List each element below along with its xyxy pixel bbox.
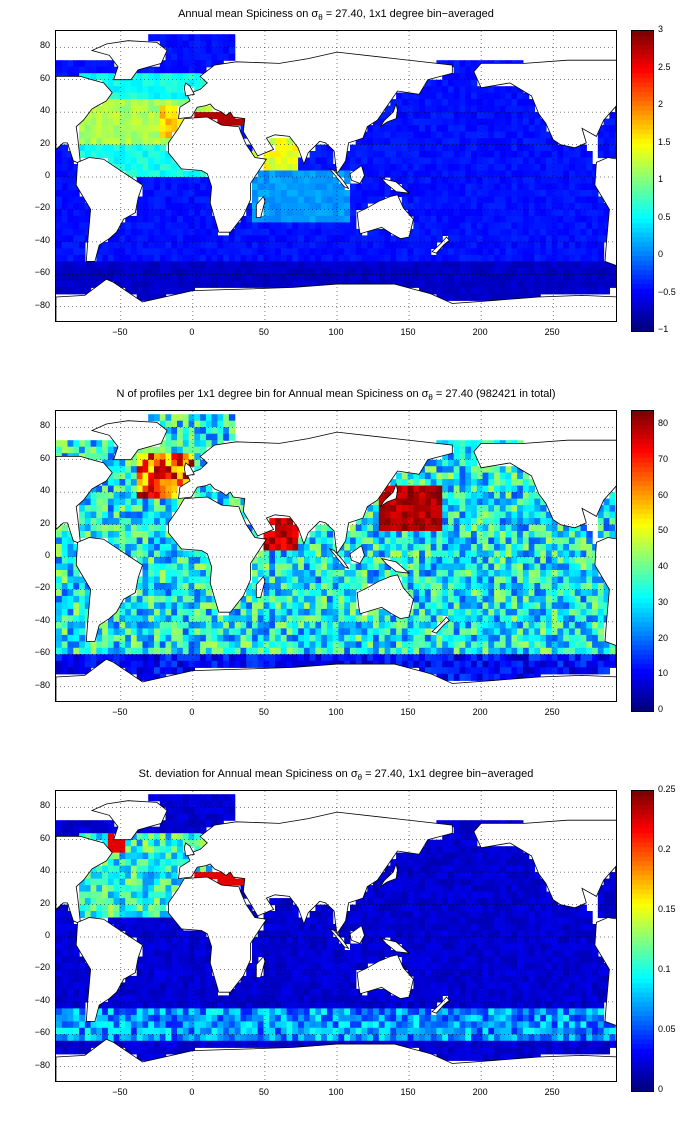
map-plot: [55, 410, 617, 702]
x-tick-label: 200: [472, 707, 488, 717]
colorbar-tick-label: 0.5: [658, 211, 671, 222]
y-tick-label: −60: [34, 267, 50, 278]
world-map: [56, 31, 616, 321]
ocean-field: [56, 794, 616, 1061]
y-tick-label: −20: [34, 962, 50, 973]
ocean-field: [56, 34, 616, 301]
colorbar-tick-label: 0.05: [658, 1024, 676, 1034]
colorbar-tick-label: 0: [658, 1084, 664, 1094]
y-tick-label: −40: [34, 994, 50, 1005]
colorbar-tick-label: 10: [658, 668, 669, 679]
world-map: [56, 791, 616, 1081]
y-tick-label: 80: [39, 800, 50, 811]
x-tick-label: 150: [400, 1087, 416, 1097]
x-tick-label: 250: [544, 1087, 560, 1097]
x-tick-label: −50: [112, 327, 128, 337]
x-tick-label: 100: [328, 1087, 344, 1097]
x-tick-label: 50: [258, 327, 269, 337]
colorbar: [631, 410, 654, 712]
y-tick-label: 60: [39, 452, 50, 463]
grid-lines: [56, 411, 616, 701]
x-tick-label: 250: [544, 707, 560, 717]
panel-title: St. deviation for Annual mean Spiciness …: [138, 768, 534, 783]
x-tick-label: 100: [328, 707, 344, 717]
colorbar-tick-label: −0.5: [658, 286, 676, 297]
x-tick-label: 250: [544, 327, 560, 337]
y-tick-label: −80: [34, 299, 50, 310]
profile-count-panel: N of profiles per 1x1 degree bin for Ann…: [0, 380, 696, 760]
colorbar-tick-label: 0: [658, 249, 664, 259]
ocean-field: [56, 414, 616, 681]
x-tick-label: −50: [112, 707, 128, 717]
colorbar-tick-label: 0: [658, 704, 664, 714]
colorbar-tick-label: 0.15: [658, 904, 676, 914]
colorbar-gradient: [632, 791, 653, 1092]
colorbar-tick-label: 70: [658, 454, 669, 464]
y-tick-label: −80: [34, 1059, 50, 1070]
grid-lines: [56, 31, 616, 321]
y-tick-label: −20: [34, 202, 50, 213]
y-tick-label: 40: [39, 105, 50, 116]
grid-lines: [56, 791, 616, 1081]
colorbar-tick-label: 3: [658, 24, 664, 34]
map-plot: [55, 30, 617, 322]
y-tick-label: −40: [34, 234, 50, 245]
y-tick-label: 0: [44, 550, 50, 560]
coastlines: [56, 420, 616, 701]
colorbar-tick-label: 0.2: [658, 844, 671, 854]
panel-title: N of profiles per 1x1 degree bin for Ann…: [116, 388, 556, 403]
colorbar-gradient: [632, 31, 653, 332]
x-tick-label: 0: [189, 327, 195, 337]
spiciness-mean-panel: Annual mean Spiciness on σθ = 27.40, 1x1…: [0, 0, 696, 380]
y-tick-label: 60: [39, 832, 50, 843]
y-tick-label: 0: [44, 170, 50, 180]
coastlines: [56, 40, 616, 321]
map-plot: [55, 790, 617, 1082]
y-tick-label: −20: [34, 582, 50, 593]
x-tick-label: 50: [258, 1087, 269, 1097]
colorbar-tick-label: 30: [658, 596, 669, 607]
y-tick-label: −40: [34, 614, 50, 625]
x-tick-label: 0: [189, 707, 195, 717]
y-tick-label: −80: [34, 679, 50, 690]
coastlines: [56, 800, 616, 1081]
x-tick-label: 200: [472, 327, 488, 337]
y-tick-label: 20: [39, 517, 50, 528]
colorbar-tick-label: 1.5: [658, 136, 671, 147]
colorbar: [631, 30, 654, 332]
colorbar-tick-label: 50: [658, 525, 669, 536]
x-tick-label: 200: [472, 1087, 488, 1097]
colorbar-tick-label: 20: [658, 632, 669, 643]
colorbar-tick-label: 0.25: [658, 784, 676, 794]
x-tick-label: 50: [258, 707, 269, 717]
std-deviation-panel: St. deviation for Annual mean Spiciness …: [0, 760, 696, 1140]
x-tick-label: −50: [112, 1087, 128, 1097]
colorbar-gradient: [632, 411, 653, 712]
world-map: [56, 411, 616, 701]
y-tick-label: −60: [34, 1027, 50, 1038]
y-tick-label: 80: [39, 420, 50, 431]
colorbar-tick-label: 2: [658, 99, 664, 109]
x-tick-label: 0: [189, 1087, 195, 1097]
y-tick-label: 40: [39, 865, 50, 876]
colorbar-tick-label: −1: [658, 324, 669, 334]
x-tick-label: 150: [400, 707, 416, 717]
y-tick-label: −60: [34, 647, 50, 658]
x-tick-label: 100: [328, 327, 344, 337]
panel-title: Annual mean Spiciness on σθ = 27.40, 1x1…: [178, 8, 494, 23]
y-tick-label: 40: [39, 485, 50, 496]
colorbar-tick-label: 1: [658, 174, 664, 184]
y-tick-label: 20: [39, 897, 50, 908]
colorbar-tick-label: 80: [658, 418, 669, 429]
y-tick-label: 60: [39, 72, 50, 83]
y-tick-label: 0: [44, 930, 50, 940]
y-tick-label: 80: [39, 40, 50, 51]
colorbar-tick-label: 2.5: [658, 61, 671, 72]
colorbar: [631, 790, 654, 1092]
colorbar-tick-label: 40: [658, 561, 669, 572]
x-tick-label: 150: [400, 327, 416, 337]
colorbar-tick-label: 60: [658, 489, 669, 500]
colorbar-tick-label: 0.1: [658, 964, 671, 974]
y-tick-label: 20: [39, 137, 50, 148]
